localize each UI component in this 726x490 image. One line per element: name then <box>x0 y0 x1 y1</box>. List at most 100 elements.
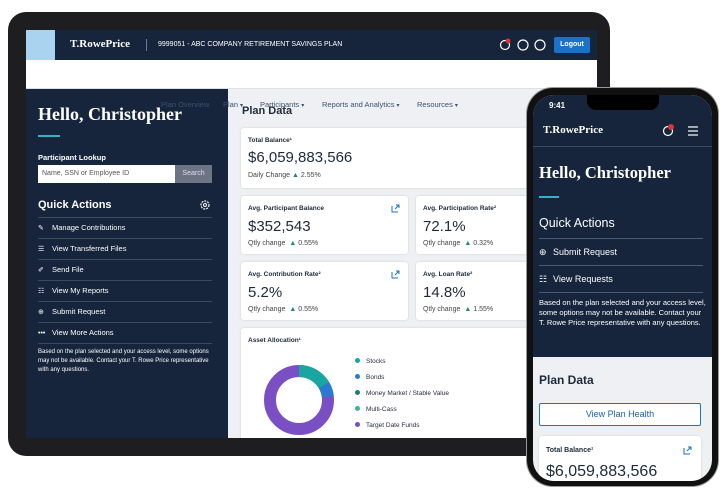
action-label: View Transferred Files <box>52 244 127 253</box>
quick-action[interactable]: ⊕ Submit Request <box>38 302 212 323</box>
change-label: Qtly change <box>248 306 286 313</box>
quick-action[interactable]: ⊕ Submit Request <box>539 239 703 266</box>
help-icon[interactable] <box>517 39 529 51</box>
phone-greeting: Hello, Christopher <box>539 163 671 182</box>
action-icon: ✎ <box>38 225 44 232</box>
action-icon: ☷ <box>539 274 548 284</box>
phone-quick-actions: Quick Actions <box>539 216 615 230</box>
logout-button[interactable]: Logout <box>554 37 590 53</box>
underline <box>38 135 60 137</box>
gear-icon[interactable] <box>199 199 211 211</box>
change-value: 0.55% <box>298 306 319 313</box>
legend-dot <box>355 422 360 427</box>
legend-label: Target Date Funds <box>366 422 420 429</box>
quick-action[interactable]: ••• View More Actions <box>38 323 212 344</box>
metric-label: Avg. Loan Rate² <box>423 271 473 278</box>
allocation-title: Asset Allocation¹ <box>248 337 301 344</box>
greeting: Hello, Christopher <box>38 104 182 124</box>
action-label: Submit Request <box>52 307 106 316</box>
caret: ▾ <box>396 103 400 109</box>
donut <box>264 365 334 435</box>
action-label: Send File <box>52 265 84 274</box>
legend-dot <box>355 390 360 395</box>
quick-action[interactable]: ✎ Manage Contributions <box>38 218 212 239</box>
phone-icons <box>662 124 698 137</box>
quick-actions-title: Quick Actions <box>38 199 112 211</box>
legend-dot <box>355 406 360 411</box>
external-link-icon[interactable] <box>391 270 400 279</box>
nav-item[interactable]: Reports and Analytics ▾ <box>322 100 400 109</box>
up-arrow: ▲ <box>464 240 472 247</box>
caret: ▾ <box>301 103 305 109</box>
metric-value: 5.2% <box>248 284 283 301</box>
quick-action[interactable]: ☷ View Requests <box>539 266 703 293</box>
divider <box>38 217 212 218</box>
total-change: Daily Change ▲ 2.55% <box>248 172 321 179</box>
up-arrow: ▲ <box>289 240 297 247</box>
action-label: Manage Contributions <box>52 223 126 232</box>
metric-value: $352,543 <box>248 218 311 235</box>
legend-label: Stocks <box>366 358 386 365</box>
change-label: Qtly change <box>423 306 461 313</box>
quick-action[interactable]: ☰ View Transferred Files <box>38 239 212 260</box>
action-icon: ⊕ <box>38 309 44 316</box>
caret: ▾ <box>240 103 244 109</box>
divider <box>539 238 703 239</box>
change-label: Qtly change <box>423 240 461 247</box>
external-link-icon[interactable] <box>683 446 692 455</box>
search-button[interactable]: Search <box>175 165 212 183</box>
plan-selector[interactable]: 9999051 - ABC COMPANY RETIREMENT SAVINGS… <box>158 41 343 48</box>
avatar-art <box>26 30 55 60</box>
external-link-icon[interactable] <box>391 204 400 213</box>
phone-total-value: $6,059,883,566 <box>546 463 658 480</box>
nav-item[interactable]: Plan Overview <box>161 100 210 109</box>
legend-item: Target Date Funds <box>355 422 419 429</box>
nav-item[interactable]: Participants ▾ <box>260 100 305 109</box>
metric-change: Qtly change ▲ 1.55% <box>423 306 493 313</box>
notch <box>587 95 659 110</box>
bell-icon[interactable] <box>662 125 674 137</box>
lookup-input[interactable]: Name, SSN or Employee ID <box>38 165 175 183</box>
action-icon: ••• <box>38 330 46 337</box>
legend-item: Multi-Cass <box>355 406 397 413</box>
header-icons <box>499 38 546 51</box>
metric-change: Qtly change ▲ 0.32% <box>423 240 493 247</box>
plan-data-title: Plan Data <box>242 105 293 117</box>
metric-label: Avg. Contribution Rate² <box>248 271 321 278</box>
divider <box>533 146 712 147</box>
total-label: Total Balance¹ <box>248 137 292 144</box>
nav-bar <box>26 60 597 89</box>
header <box>26 30 597 60</box>
logo: T.RowePrice <box>70 38 130 50</box>
action-icon: ☰ <box>38 246 45 253</box>
tablet-screen: T.RowePrice 9999051 - ABC COMPANY RETIRE… <box>26 30 597 438</box>
total-value: $6,059,883,566 <box>248 149 353 166</box>
underline <box>539 196 559 198</box>
phone-plan-data: Plan Data <box>539 373 594 387</box>
metric-label: Avg. Participant Balance <box>248 205 324 212</box>
total-card: Total Balance¹ $6,059,883,566 Daily Chan… <box>241 128 531 188</box>
nav-item[interactable]: Resources ▾ <box>417 100 458 109</box>
nav-item[interactable]: Plan ▾ <box>223 100 244 109</box>
quick-action[interactable]: ☷ View My Reports <box>38 281 212 302</box>
bell-icon[interactable] <box>499 39 511 51</box>
legend-dot <box>355 374 360 379</box>
metric-change: Qtly change ▲ 0.55% <box>248 240 318 247</box>
action-label: View Requests <box>553 274 613 284</box>
metric-card: Avg. Participant Balance $352,543 Qtly cha… <box>241 196 408 254</box>
legend-item: Stocks <box>355 358 386 365</box>
quick-action[interactable]: ✐ Send File <box>38 260 212 281</box>
profile-icon[interactable] <box>534 39 546 51</box>
phone-total-label: Total Balance¹ <box>546 447 594 454</box>
legend-label: Money Market / Stable Value <box>366 390 449 397</box>
menu-icon[interactable] <box>688 126 698 136</box>
up-arrow: ▲ <box>291 172 299 179</box>
up-arrow: ▲ <box>289 306 297 313</box>
sidebar <box>26 89 228 438</box>
metric-card: Avg. Contribution Rate² 5.2% Qtly change ▲ 0… <box>241 262 408 320</box>
legend-dot <box>355 358 360 363</box>
change-value: 0.55% <box>298 240 319 247</box>
view-plan-health-button[interactable]: View Plan Health <box>539 403 701 426</box>
action-icon: ☷ <box>38 288 45 295</box>
